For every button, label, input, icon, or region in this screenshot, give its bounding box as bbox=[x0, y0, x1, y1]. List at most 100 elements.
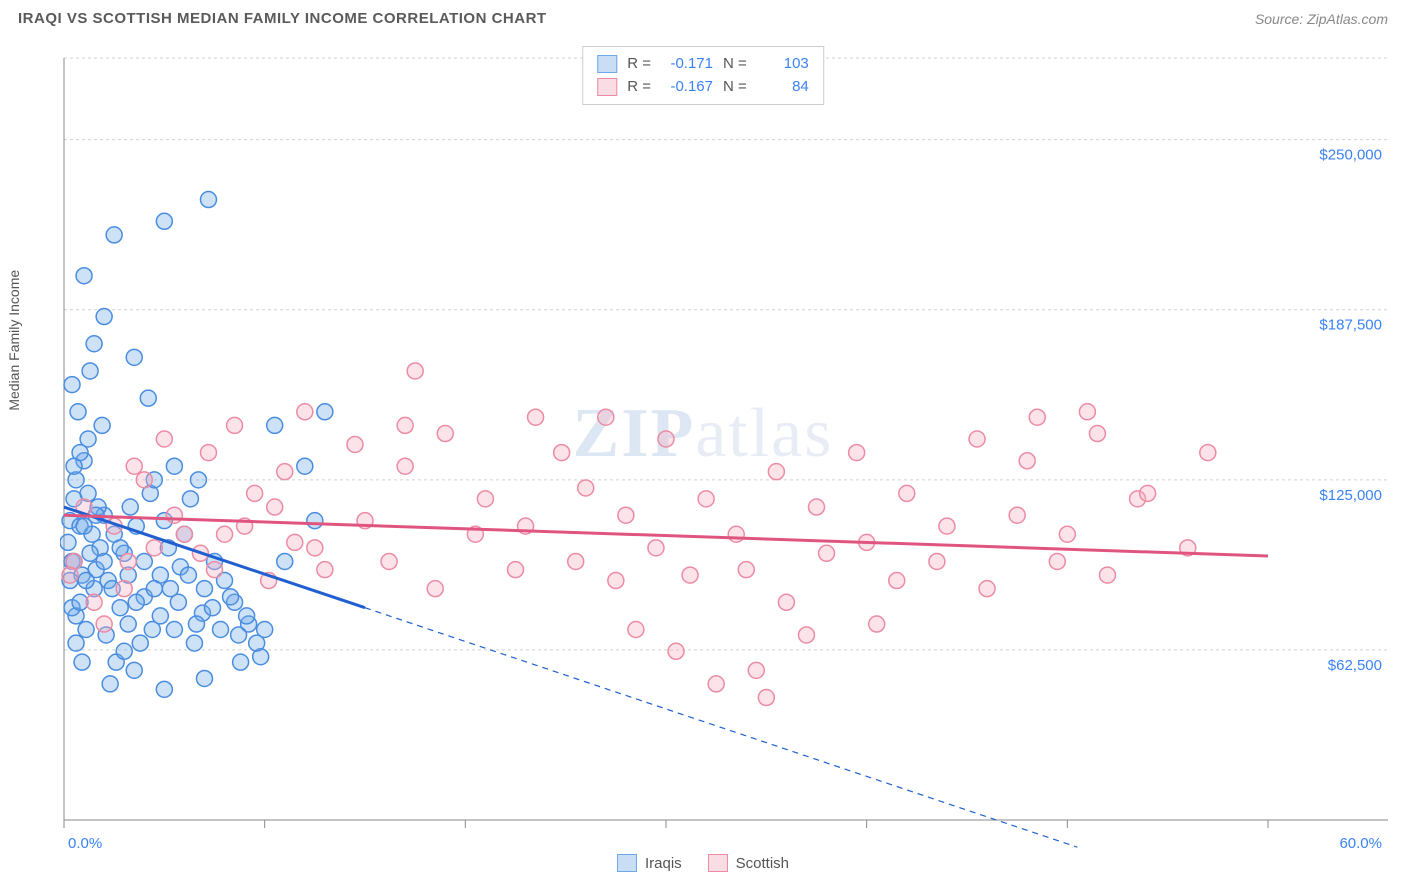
chart-header: IRAQI VS SCOTTISH MEDIAN FAMILY INCOME C… bbox=[0, 0, 1406, 33]
data-point bbox=[748, 662, 764, 678]
data-point bbox=[128, 594, 144, 610]
data-point bbox=[146, 540, 162, 556]
chart-title: IRAQI VS SCOTTISH MEDIAN FAMILY INCOME C… bbox=[18, 10, 547, 27]
data-point bbox=[200, 192, 216, 208]
legend-n-label: N = bbox=[723, 76, 747, 99]
data-point bbox=[397, 458, 413, 474]
data-point bbox=[146, 581, 162, 597]
data-point bbox=[72, 445, 88, 461]
data-point bbox=[1019, 453, 1035, 469]
data-point bbox=[116, 643, 132, 659]
data-point bbox=[849, 445, 865, 461]
data-point bbox=[156, 681, 172, 697]
legend-r-value: -0.171 bbox=[661, 53, 713, 76]
x-tick-label: 60.0% bbox=[1339, 835, 1382, 852]
data-point bbox=[126, 662, 142, 678]
data-point bbox=[427, 581, 443, 597]
data-point bbox=[437, 426, 453, 442]
data-point bbox=[166, 507, 182, 523]
data-point bbox=[608, 573, 624, 589]
data-point bbox=[136, 553, 152, 569]
data-point bbox=[528, 409, 544, 425]
y-axis-label: Median Family Income bbox=[6, 270, 22, 411]
data-point bbox=[176, 526, 192, 542]
data-point bbox=[106, 227, 122, 243]
data-point bbox=[166, 458, 182, 474]
data-point bbox=[628, 622, 644, 638]
y-tick-label: $62,500 bbox=[1328, 657, 1382, 674]
data-point bbox=[407, 363, 423, 379]
data-point bbox=[122, 499, 138, 515]
data-point bbox=[70, 404, 86, 420]
data-point bbox=[140, 390, 156, 406]
data-point bbox=[96, 553, 112, 569]
data-point bbox=[578, 480, 594, 496]
data-point bbox=[213, 622, 229, 638]
legend-label: Iraqis bbox=[645, 855, 682, 872]
data-point bbox=[180, 567, 196, 583]
legend-label: Scottish bbox=[736, 855, 789, 872]
data-point bbox=[233, 654, 249, 670]
data-point bbox=[1200, 445, 1216, 461]
data-point bbox=[1089, 426, 1105, 442]
data-point bbox=[64, 377, 80, 393]
data-point bbox=[668, 643, 684, 659]
y-tick-label: $125,000 bbox=[1319, 487, 1382, 504]
legend-swatch bbox=[617, 854, 637, 872]
data-point bbox=[156, 431, 172, 447]
data-point bbox=[477, 491, 493, 507]
data-point bbox=[317, 404, 333, 420]
data-point bbox=[508, 562, 524, 578]
data-point bbox=[126, 458, 142, 474]
data-point bbox=[94, 417, 110, 433]
data-point bbox=[698, 491, 714, 507]
data-point bbox=[267, 417, 283, 433]
data-point bbox=[231, 627, 247, 643]
data-point bbox=[82, 545, 98, 561]
data-point bbox=[247, 485, 263, 501]
data-point bbox=[217, 526, 233, 542]
data-point bbox=[223, 589, 239, 605]
data-point bbox=[166, 622, 182, 638]
chart-source: Source: ZipAtlas.com bbox=[1255, 11, 1388, 27]
data-point bbox=[120, 553, 136, 569]
data-point bbox=[1029, 409, 1045, 425]
data-point bbox=[554, 445, 570, 461]
data-point bbox=[798, 627, 814, 643]
legend-n-label: N = bbox=[723, 53, 747, 76]
data-point bbox=[200, 445, 216, 461]
data-point bbox=[239, 608, 255, 624]
data-point bbox=[869, 616, 885, 632]
data-point bbox=[899, 485, 915, 501]
data-point bbox=[207, 562, 223, 578]
data-point bbox=[60, 534, 76, 550]
data-point bbox=[708, 676, 724, 692]
data-point bbox=[227, 417, 243, 433]
data-point bbox=[102, 676, 118, 692]
data-point bbox=[86, 594, 102, 610]
data-point bbox=[196, 581, 212, 597]
scatter-plot: $62,500$125,000$187,500$250,0000.0%60.0% bbox=[60, 44, 1388, 874]
legend-r-value: -0.167 bbox=[661, 76, 713, 99]
data-point bbox=[1049, 553, 1065, 569]
data-point bbox=[297, 404, 313, 420]
data-point bbox=[658, 431, 674, 447]
data-point bbox=[188, 616, 204, 632]
data-point bbox=[1079, 404, 1095, 420]
data-point bbox=[307, 540, 323, 556]
data-point bbox=[78, 573, 94, 589]
data-point bbox=[196, 670, 212, 686]
data-point bbox=[277, 553, 293, 569]
legend-n-value: 84 bbox=[757, 76, 809, 99]
data-point bbox=[267, 499, 283, 515]
legend-series: Iraqis Scottish bbox=[617, 854, 789, 872]
data-point bbox=[82, 363, 98, 379]
legend-item: Iraqis bbox=[617, 854, 682, 872]
data-point bbox=[347, 436, 363, 452]
data-point bbox=[126, 349, 142, 365]
data-point bbox=[96, 616, 112, 632]
data-point bbox=[768, 464, 784, 480]
y-tick-label: $187,500 bbox=[1319, 317, 1382, 334]
data-point bbox=[62, 567, 78, 583]
data-point bbox=[287, 534, 303, 550]
